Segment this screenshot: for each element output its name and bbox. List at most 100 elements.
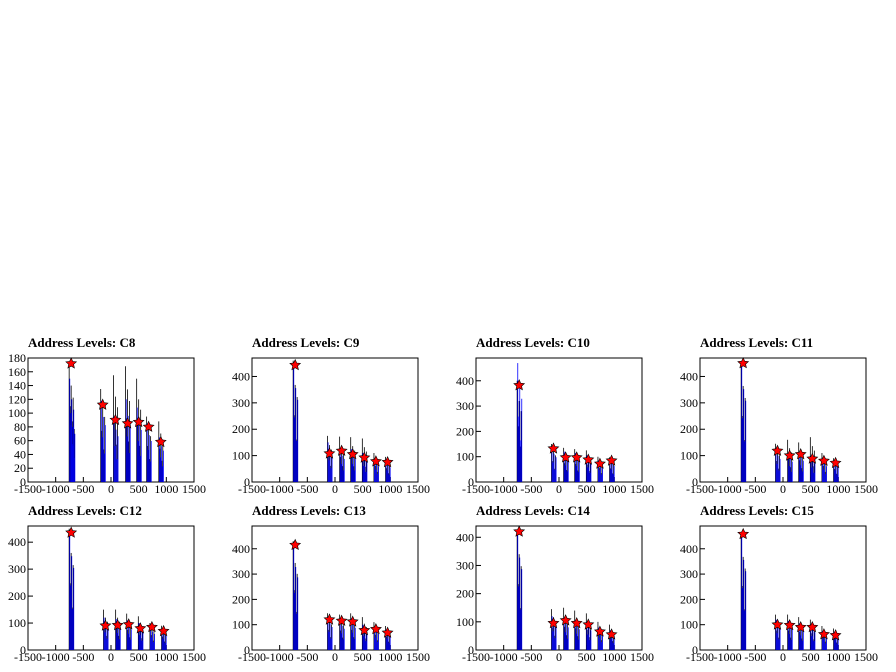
peak-marker <box>142 420 155 432</box>
peak-marker <box>121 417 134 429</box>
y-tick-label: 100 <box>680 618 698 632</box>
histogram-series <box>741 537 839 650</box>
x-tick-label: 1000 <box>826 482 850 496</box>
x-tick-label: -500 <box>520 650 542 664</box>
peak-marker <box>570 616 583 629</box>
peak-marker <box>145 620 158 633</box>
x-tick-label: -1500 <box>14 650 42 664</box>
y-tick-label: 400 <box>232 369 250 383</box>
peak-marker <box>335 614 348 626</box>
x-tick-label: -1500 <box>238 482 266 496</box>
x-tick-label: -1000 <box>714 650 742 664</box>
x-tick-label: 0 <box>780 650 786 664</box>
peak-marker <box>737 357 750 369</box>
x-tick-label: -1000 <box>714 482 742 496</box>
y-tick-label: 400 <box>456 530 474 544</box>
peak-marker <box>806 620 819 633</box>
y-tick-label: 0 <box>244 475 250 489</box>
y-tick-label: 300 <box>8 562 26 576</box>
x-tick-label: 1000 <box>154 482 178 496</box>
y-tick-label: 140 <box>8 379 26 393</box>
y-tick-label: 100 <box>232 618 250 632</box>
y-tick-label: 400 <box>232 542 250 556</box>
x-tick-label: -500 <box>520 482 542 496</box>
peak-marker <box>369 455 382 467</box>
peak-marker <box>289 538 302 550</box>
y-tick-label: 300 <box>680 567 698 581</box>
peak-marker <box>547 442 560 454</box>
y-tick-label: 400 <box>456 374 474 388</box>
y-tick-label: 200 <box>232 422 250 436</box>
peak-marker <box>323 613 336 625</box>
y-tick-label: 200 <box>232 592 250 606</box>
plot-frame <box>27 525 195 651</box>
y-tick-label: 0 <box>20 643 26 657</box>
y-tick-label: 300 <box>232 396 250 410</box>
peak-marker <box>582 618 595 630</box>
y-tick-label: 100 <box>8 616 26 630</box>
x-tick-label: 500 <box>354 482 372 496</box>
y-tick-label: 0 <box>692 475 698 489</box>
peak-marker <box>794 448 807 460</box>
x-tick-label: 1000 <box>154 650 178 664</box>
peak-marker <box>605 454 618 466</box>
peak-marker <box>771 618 784 630</box>
x-tick-label: -1000 <box>42 482 70 496</box>
chart-svg: 0 100 200 300 400 -1500 -1000 -500 0 500 1000 1500 <box>456 525 654 664</box>
peak-marker <box>817 628 830 640</box>
x-tick-label: -1000 <box>266 650 294 664</box>
x-tick-label: 1500 <box>854 482 878 496</box>
histogram-series <box>68 528 166 650</box>
peak-marker <box>65 526 78 538</box>
x-tick-label: 0 <box>108 482 114 496</box>
x-tick-label: -1500 <box>462 482 490 496</box>
x-tick-label: 1000 <box>602 482 626 496</box>
peak-marker <box>605 628 618 640</box>
x-tick-label: -1000 <box>490 482 518 496</box>
peak-marker <box>513 525 526 537</box>
plot-frame <box>251 357 419 483</box>
peak-marker <box>154 435 167 448</box>
chart-panel-c9: Address Levels: C9 0 100 200 300 400 -1500 -10… <box>224 336 448 504</box>
y-tick-label: 80 <box>14 420 26 434</box>
peak-marker <box>358 451 371 463</box>
x-tick-label: -1500 <box>14 482 42 496</box>
peak-marker <box>783 618 796 631</box>
x-tick-label: 500 <box>354 650 372 664</box>
peak-marker <box>582 453 595 465</box>
chart-panel-c13: Address Levels: C13 0 100 200 300 400 -1500 -1… <box>224 504 448 672</box>
peak-marker <box>346 448 359 460</box>
x-tick-label: 500 <box>578 482 596 496</box>
y-tick-label: 100 <box>456 450 474 464</box>
chart-panel-c12: Address Levels: C12 0 100 200 300 400 -1500 -1… <box>0 504 224 672</box>
x-tick-label: 1500 <box>182 650 206 664</box>
y-tick-label: 180 <box>8 351 26 365</box>
chart-panel-c10: Address Levels: C10 0 100 200 300 400 -1500 -1… <box>448 336 672 504</box>
x-tick-label: 1500 <box>630 482 654 496</box>
peak-marker <box>737 527 750 540</box>
y-tick-label: 0 <box>468 643 474 657</box>
y-tick-label: 300 <box>456 558 474 572</box>
peak-marker <box>513 379 526 391</box>
chart-title: Address Levels: C10 <box>476 335 590 350</box>
peak-marker <box>817 454 830 466</box>
peak-marker <box>771 444 784 456</box>
x-tick-label: 1000 <box>378 650 402 664</box>
x-tick-label: 0 <box>332 482 338 496</box>
chart-panel-c8: Address Levels: C8 0 20 40 60 80 100 120 140 160… <box>0 336 224 504</box>
plot-frame <box>251 525 419 651</box>
x-tick-label: -1500 <box>686 482 714 496</box>
x-tick-label: 1500 <box>854 650 878 664</box>
x-tick-label: -1000 <box>266 482 294 496</box>
x-tick-label: -500 <box>72 482 94 496</box>
peak-marker <box>96 398 109 410</box>
peak-marker <box>132 415 145 428</box>
x-tick-label: 0 <box>332 650 338 664</box>
chart-svg: 0 100 200 300 400 -1500 -1000 -500 0 500 1000 1500 <box>680 525 878 664</box>
peak-marker <box>593 457 606 469</box>
chart-title: Address Levels: C8 <box>28 335 136 350</box>
chart-panel-c11: Address Levels: C11 0 100 200 300 400 -1500 -1… <box>672 336 896 504</box>
y-tick-label: 0 <box>20 475 26 489</box>
